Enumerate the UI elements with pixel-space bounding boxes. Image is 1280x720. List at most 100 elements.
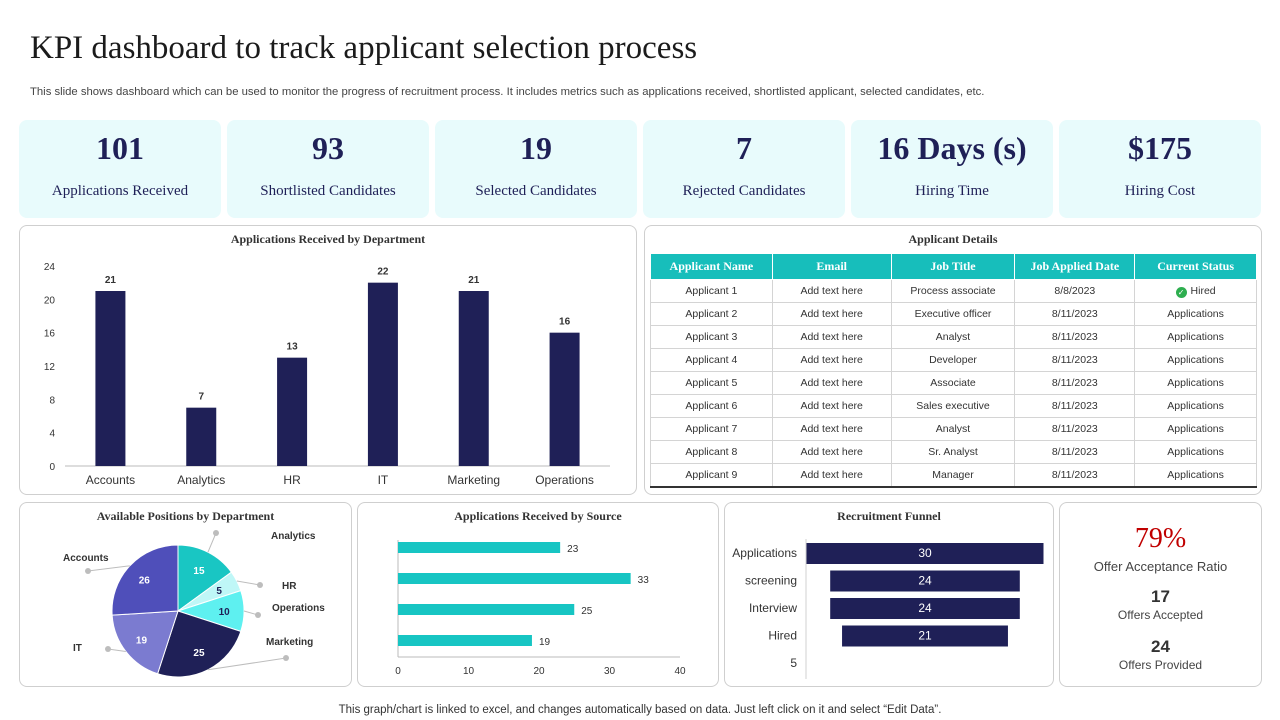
cell-name: Applicant 7	[650, 417, 773, 441]
funnel-value-label: 21	[918, 629, 932, 643]
x-tick-label: Marketing	[447, 473, 500, 487]
y-tick-label: 24	[44, 262, 56, 273]
leader-dot	[257, 582, 263, 588]
col-header-job-title: Job Title	[890, 253, 1016, 280]
cell-date: 8/11/2023	[1014, 302, 1136, 326]
bar-value-label: 16	[559, 317, 571, 328]
kpi-card-hiring-time: 16 Days (s) Hiring Time	[851, 120, 1053, 218]
cell-email: Add text here	[771, 348, 892, 372]
funnel-value-label: 24	[918, 574, 932, 588]
funnel-bar	[830, 570, 1020, 592]
cell-name: Applicant 9	[650, 463, 773, 488]
x-tick-label: Accounts	[86, 473, 135, 487]
x-tick-label: 0	[395, 666, 401, 677]
funnel-value-label: 24	[918, 601, 932, 615]
offers-accepted-value: 17	[1151, 587, 1170, 606]
cell-name: Applicant 6	[650, 394, 773, 418]
status-text: Hired	[1190, 284, 1216, 297]
kpi-value: 101	[96, 130, 144, 166]
x-tick-label: 20	[533, 666, 545, 677]
x-tick-label: IT	[378, 473, 389, 487]
kpi-label: Hiring Cost	[1124, 183, 1196, 199]
col-header-name: Applicant Name	[650, 253, 773, 280]
funnel-stage-label: screening	[745, 574, 797, 588]
y-tick-label: 12	[44, 362, 56, 373]
bar-value-label: 25	[581, 606, 593, 617]
x-tick-label: 40	[674, 666, 686, 677]
footer-note: This graph/chart is linked to excel, and…	[338, 704, 942, 716]
funnel-bar	[830, 598, 1020, 619]
slice-value-label: 26	[139, 575, 151, 586]
kpi-label: Shortlisted Candidates	[260, 183, 396, 199]
cell-email: Add text here	[771, 394, 892, 418]
cell-date: 8/11/2023	[1014, 348, 1136, 372]
dept-chart-title: Applications Received by Department	[230, 232, 426, 246]
bar-value-label: 22	[377, 267, 389, 278]
cell-status: Applications	[1134, 440, 1257, 464]
cell-email: Add text here	[771, 371, 892, 395]
applicant-details-panel: Applicant Details Applicant Name Email J…	[644, 225, 1262, 495]
positions-pie-chart: 15 Analytics 5 HR 10 Operations 25 Marketing 19 I…	[63, 530, 325, 678]
cell-date: 8/8/2023	[1014, 279, 1136, 303]
bar	[186, 407, 217, 466]
col-header-email: Email	[771, 253, 892, 280]
offer-panel: 79% Offer Acceptance Ratio 17 Offers Acc…	[1059, 502, 1262, 687]
cell-date: 8/11/2023	[1014, 325, 1136, 349]
recruitment-funnel-chart: Applications 30 screening 24 Interview 24 Hire…	[732, 539, 1044, 679]
cell-name: Applicant 4	[650, 348, 773, 372]
cell-name: Applicant 8	[650, 440, 773, 464]
x-tick-label: 30	[604, 666, 616, 677]
funnel-stage-label: Interview	[749, 601, 797, 615]
x-tick-label: Operations	[535, 473, 594, 487]
cell-status: Applications	[1134, 371, 1257, 395]
funnel-panel: Recruitment Funnel Applications 30 screeni…	[724, 502, 1054, 687]
kpi-label: Hiring Time	[915, 183, 989, 199]
col-header-status: Current Status	[1134, 253, 1257, 280]
table-row: Applicant 4 Add text here Developer 8/11…	[650, 348, 1257, 372]
bar	[458, 291, 489, 466]
col-header-date: Job Applied Date	[1014, 253, 1136, 280]
kpi-card-selected: 19 Selected Candidates	[435, 120, 637, 218]
slice-value-label: 5	[216, 586, 222, 597]
cell-email: Add text here	[771, 325, 892, 349]
leader-dot	[255, 612, 261, 618]
kpi-label: Rejected Candidates	[682, 183, 806, 199]
bar	[398, 604, 575, 615]
cell-date: 8/11/2023	[1014, 371, 1136, 395]
kpi-label: Selected Candidates	[475, 183, 597, 199]
table-header-row: Applicant Name Email Job Title Job Appli…	[650, 253, 1257, 280]
source-chart-panel: Applications Received by Source 0 10 20 30 4…	[357, 502, 719, 687]
y-tick-label: 0	[49, 462, 55, 473]
pie-chart-title: Available Positions by Department	[96, 509, 275, 523]
cell-status: Applications	[1134, 325, 1257, 349]
cell-name: Applicant 1	[650, 279, 773, 303]
slice-category-label: Operations	[272, 603, 325, 614]
y-tick-label: 20	[44, 295, 56, 306]
cell-email: Add text here	[771, 440, 892, 464]
x-tick-label: 10	[463, 666, 475, 677]
bar	[398, 542, 561, 553]
kpi-label: Applications Received	[51, 183, 189, 199]
bar-value-label: 7	[198, 392, 204, 403]
cell-job-title: Sr. Analyst	[890, 440, 1016, 464]
offer-ratio-label: Offer Acceptance Ratio	[1093, 559, 1228, 574]
table-row: Applicant 7 Add text here Analyst 8/11/2…	[650, 417, 1257, 441]
bar	[277, 357, 308, 466]
slice-value-label: 15	[193, 566, 205, 577]
cell-name: Applicant 3	[650, 325, 773, 349]
y-tick-label: 16	[44, 329, 56, 340]
slice-value-label: 10	[219, 607, 231, 618]
positions-pie-panel: Available Positions by Department 15 Anal…	[19, 502, 352, 687]
cell-status: Applications	[1134, 348, 1257, 372]
leader-line	[207, 657, 287, 671]
kpi-value: 19	[520, 130, 552, 166]
cell-status: Applications	[1134, 463, 1257, 488]
offers-provided-label: Offers Provided	[1118, 658, 1203, 672]
kpi-card-applications: 101 Applications Received	[19, 120, 221, 218]
cell-job-title: Process associate	[890, 279, 1016, 303]
kpi-value: 16 Days (s)	[877, 130, 1027, 166]
leader-dot	[213, 530, 219, 536]
bar	[398, 635, 532, 646]
table-row: Applicant 6 Add text here Sales executiv…	[650, 394, 1257, 418]
cell-job-title: Sales executive	[890, 394, 1016, 418]
